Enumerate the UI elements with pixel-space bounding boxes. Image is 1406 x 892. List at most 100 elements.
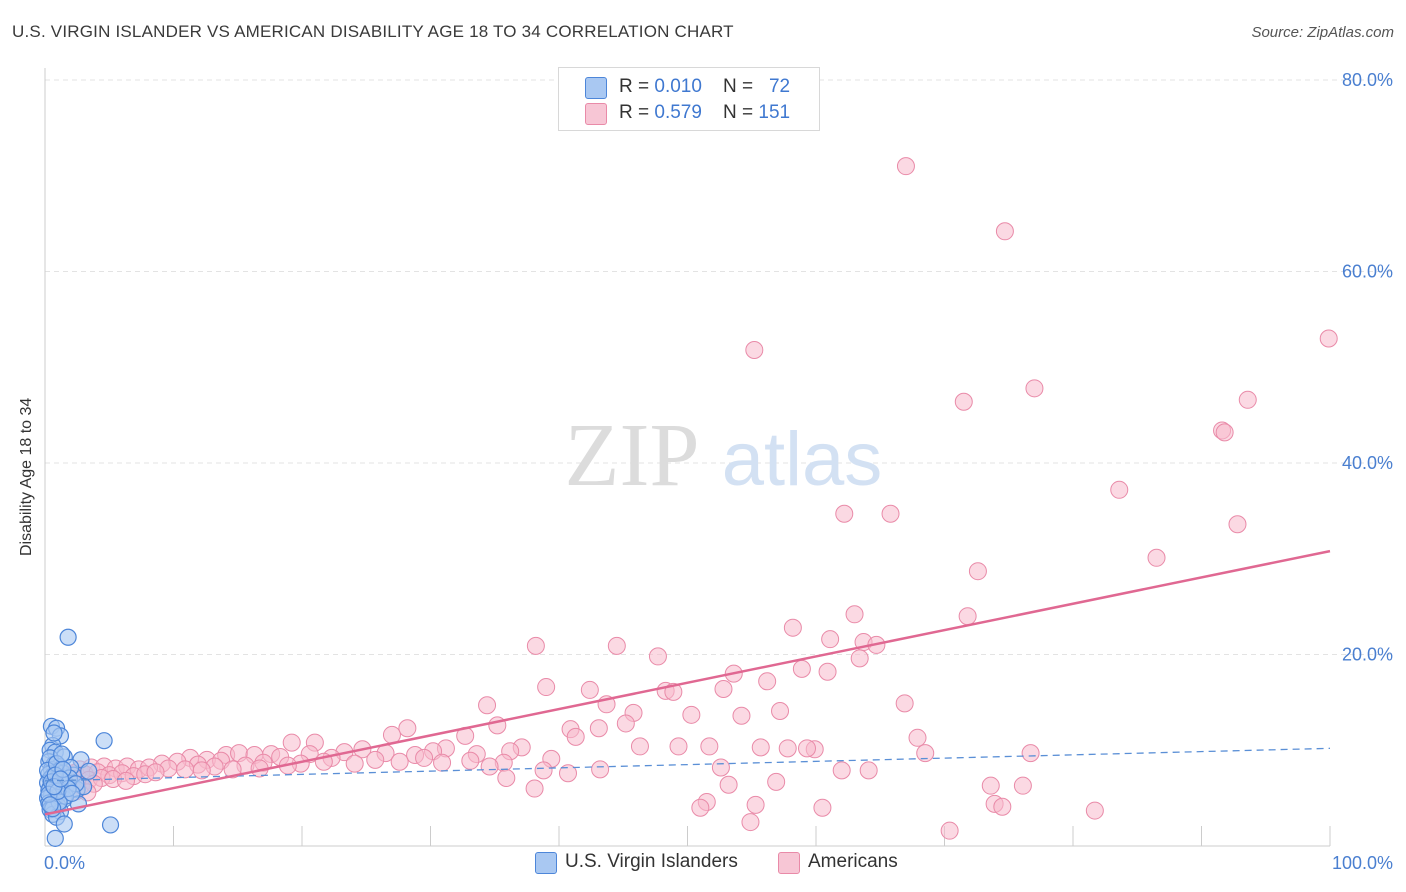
- americans-trend-line: [44, 549, 1331, 816]
- virgin-islander-point: [80, 762, 98, 780]
- watermark-atlas: atlas: [722, 417, 883, 502]
- stats-legend: R = 0.010 N = 72 R = 0.579 N = 151: [558, 67, 820, 131]
- virgin-islander-point: [45, 724, 63, 742]
- american-point: [741, 813, 760, 832]
- virgin-islander-point: [101, 816, 120, 834]
- american-point: [478, 696, 497, 715]
- legend-n-value: 151: [758, 102, 791, 123]
- american-point: [916, 744, 935, 763]
- american-point: [714, 679, 733, 698]
- american-point: [580, 680, 599, 699]
- american-point: [607, 636, 626, 655]
- american-point: [778, 739, 797, 758]
- legend-n-value: 72: [768, 76, 791, 97]
- american-point: [1013, 776, 1032, 795]
- y-tick-label: 60.0%: [1342, 262, 1393, 282]
- american-point: [821, 630, 840, 649]
- american-point: [558, 764, 577, 783]
- legend-r-label: R =: [619, 76, 655, 97]
- virgin-islander-point: [51, 770, 70, 788]
- virgin-islanders-points: [38, 628, 120, 847]
- american-point: [1238, 390, 1257, 409]
- american-point: [390, 752, 409, 771]
- virgin-islander-point: [95, 732, 113, 750]
- virgin-islander-point: [46, 829, 64, 847]
- american-point: [711, 758, 730, 777]
- blue-swatch-icon: [535, 852, 557, 874]
- y-tick-label: 80.0%: [1342, 70, 1393, 90]
- american-point: [648, 647, 667, 666]
- americans-points: [51, 157, 1338, 840]
- american-point: [525, 779, 544, 798]
- american-point: [534, 761, 553, 780]
- virgin-islander-point: [55, 815, 73, 833]
- american-point: [223, 760, 242, 779]
- american-point: [771, 701, 790, 720]
- virgin-islander-point: [53, 745, 71, 763]
- legend-label: Americans: [808, 851, 898, 872]
- american-point: [881, 504, 900, 523]
- american-point: [398, 719, 417, 738]
- american-point: [758, 672, 777, 691]
- american-point: [415, 748, 434, 767]
- american-point: [591, 760, 610, 779]
- pink-swatch-icon: [778, 852, 800, 874]
- american-point: [192, 761, 211, 780]
- american-point: [746, 795, 765, 814]
- chart-title: U.S. VIRGIN ISLANDER VS AMERICAN DISABIL…: [12, 22, 734, 41]
- american-point: [895, 694, 914, 713]
- american-point: [682, 705, 701, 724]
- american-point: [767, 772, 786, 791]
- american-point: [1228, 515, 1247, 534]
- american-point: [832, 761, 851, 780]
- american-point: [818, 662, 837, 681]
- american-point: [908, 728, 927, 747]
- watermark-zip: ZIP: [565, 406, 700, 505]
- american-point: [1025, 379, 1044, 398]
- american-point: [835, 504, 854, 523]
- american-point: [1147, 548, 1166, 567]
- american-point: [958, 607, 977, 626]
- american-point: [366, 750, 385, 769]
- american-point: [732, 706, 751, 725]
- american-point: [968, 562, 987, 581]
- american-point: [1110, 480, 1129, 499]
- american-point: [751, 738, 770, 757]
- american-point: [700, 737, 719, 756]
- american-point: [745, 341, 764, 360]
- american-point: [669, 737, 688, 756]
- american-point: [282, 733, 301, 752]
- american-point: [480, 757, 499, 776]
- grid-lines: [45, 79, 1392, 655]
- american-point: [566, 727, 585, 746]
- virgin-islander-point: [41, 796, 59, 814]
- american-point: [1021, 744, 1040, 763]
- tick-labels: 20.0% 40.0% 60.0% 80.0% 0.0% 100.0%: [44, 70, 1393, 873]
- american-point: [993, 797, 1012, 816]
- american-point: [995, 222, 1014, 241]
- american-point: [859, 761, 878, 780]
- american-point: [719, 775, 738, 794]
- legend-r-value: 0.579: [654, 102, 702, 123]
- american-point: [146, 763, 165, 782]
- blue-swatch-icon: [585, 77, 607, 99]
- american-point: [798, 739, 817, 758]
- pink-swatch-icon: [585, 103, 607, 125]
- y-tick-label: 20.0%: [1342, 645, 1393, 665]
- american-point: [850, 649, 869, 668]
- american-point: [981, 776, 1000, 795]
- legend-label: U.S. Virgin Islanders: [565, 851, 738, 872]
- american-point: [461, 751, 480, 770]
- american-point: [1319, 329, 1338, 348]
- trend-lines: [44, 549, 1331, 816]
- american-point: [896, 157, 915, 176]
- virgin-islander-point: [63, 784, 81, 802]
- chart-source: Source: ZipAtlas.com: [1251, 24, 1394, 41]
- american-point: [813, 798, 832, 817]
- legend-r-label: R =: [619, 102, 655, 123]
- virgin-islanders-trend-line: [44, 747, 1331, 782]
- american-point: [691, 798, 710, 817]
- american-point: [526, 636, 545, 655]
- legend-r-value: 0.010: [654, 76, 702, 97]
